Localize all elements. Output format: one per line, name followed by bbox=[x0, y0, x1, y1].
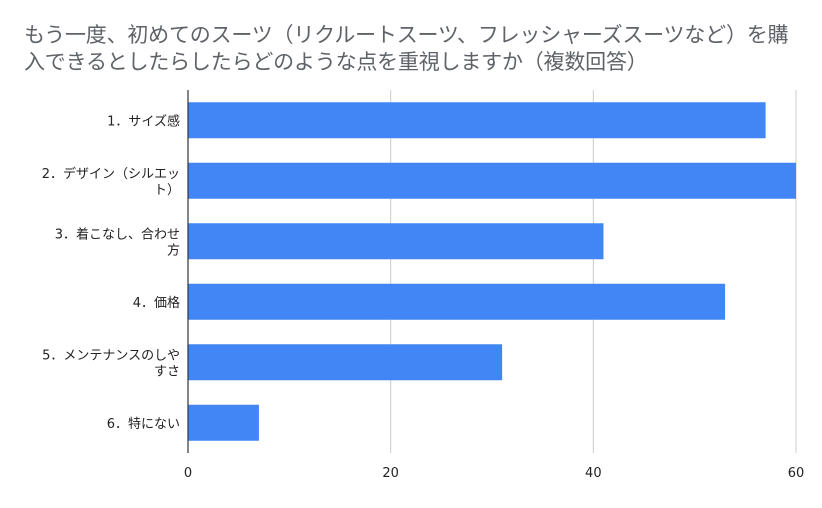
bar-1 bbox=[188, 102, 766, 139]
x-tick-label-40: 40 bbox=[585, 466, 602, 481]
category-label-4: 4．価格 bbox=[133, 295, 180, 311]
category-label-2: 2．デザイン（シルエット） bbox=[42, 166, 180, 198]
bar-3 bbox=[188, 223, 604, 260]
x-tick-label-20: 20 bbox=[382, 466, 399, 481]
category-label-5: 5．メンテナンスのしやすさ bbox=[42, 348, 180, 379]
chart-title: もう一度、初めてのスーツ（リクルートスーツ、フレッシャーズスーツなど）を購入でき… bbox=[24, 23, 789, 74]
category-label-1: 1．サイズ感 bbox=[107, 113, 180, 129]
bar-2 bbox=[188, 162, 796, 199]
x-tick-label-0: 0 bbox=[184, 466, 192, 481]
bar-4 bbox=[188, 283, 726, 320]
x-tick-label-60: 60 bbox=[788, 466, 805, 481]
bar-6 bbox=[188, 404, 259, 441]
category-label-3: 3．着こなし、合わせ方 bbox=[55, 226, 180, 258]
category-label-6: 6．特にない bbox=[107, 417, 180, 432]
bar-5 bbox=[188, 344, 503, 381]
